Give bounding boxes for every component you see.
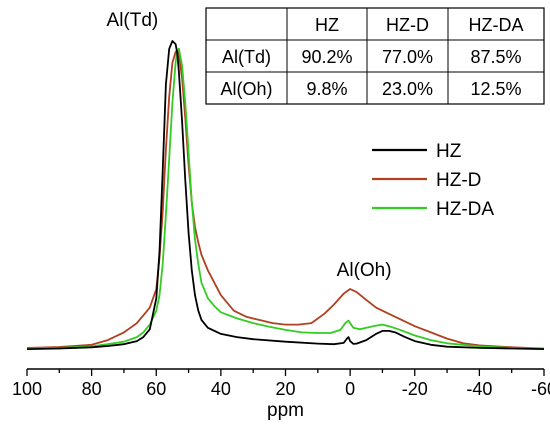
series-line-hz-da (26, 47, 545, 350)
x-axis-ticks: 100 80 60 40 20 0 -20 -40 -60 (12, 369, 550, 399)
spectrum-curves (26, 40, 545, 350)
table-cell: 90.2% (301, 47, 352, 67)
x-tick-label: -20 (402, 379, 428, 399)
x-tick-label: 100 (12, 379, 42, 399)
table-cell: Al(Oh) (220, 79, 272, 99)
table-cell: 77.0% (382, 47, 433, 67)
peak-annotations: Al(Td) Al(Oh) (107, 10, 392, 281)
x-tick-label: 0 (345, 379, 355, 399)
legend-label: HZ (436, 141, 462, 162)
x-tick-label: 60 (146, 379, 166, 399)
x-tick-label: -60 (531, 379, 550, 399)
x-tick-label: -40 (466, 379, 492, 399)
legend-label: HZ-DA (436, 199, 494, 220)
peak-annotation: Al(Td) (107, 10, 159, 31)
table-cell: Al(Td) (222, 47, 271, 67)
table-cell: 87.5% (470, 47, 521, 67)
table-cell: 23.0% (382, 79, 433, 99)
x-tick-label: 80 (82, 379, 102, 399)
x-tick-label: 20 (275, 379, 295, 399)
proportion-table: HZ HZ-D HZ-DA Al(Td) 90.2% 77.0% 87.5% Al(Oh) 9.… (205, 7, 545, 105)
table-header-cell: HZ-DA (469, 15, 524, 35)
x-axis-title: ppm (267, 400, 304, 421)
legend-label: HZ-D (436, 170, 481, 191)
x-tick-label: 40 (211, 379, 231, 399)
table-cell: 9.8% (306, 79, 347, 99)
table-frame (205, 7, 545, 105)
legend: HZ HZ-D HZ-DA (372, 141, 494, 220)
peak-annotation: Al(Oh) (337, 260, 392, 281)
table-cell: 12.5% (470, 79, 521, 99)
table-header-cell: HZ-D (386, 15, 429, 35)
series-line-hz (26, 40, 545, 350)
table-header-cell: HZ (315, 15, 339, 35)
